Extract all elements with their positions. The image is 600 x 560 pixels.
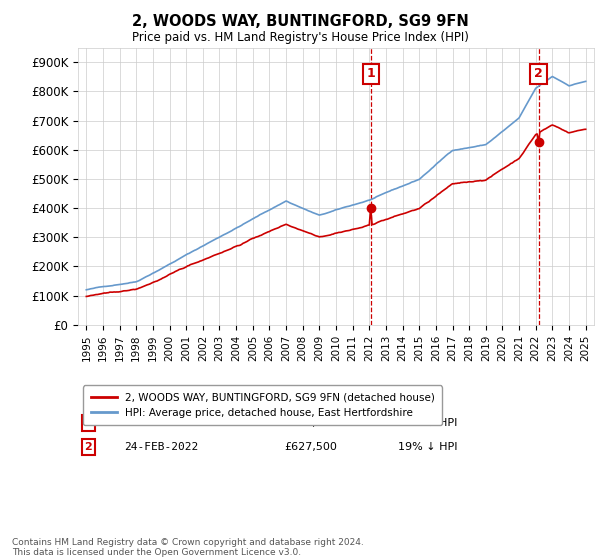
Text: Price paid vs. HM Land Registry's House Price Index (HPI): Price paid vs. HM Land Registry's House … xyxy=(131,31,469,44)
Text: 1: 1 xyxy=(85,418,92,428)
Text: 01-FEB-2012: 01-FEB-2012 xyxy=(124,418,199,428)
Text: 24-FEB-2022: 24-FEB-2022 xyxy=(124,442,199,452)
Text: 1: 1 xyxy=(367,67,375,81)
Text: £400,000: £400,000 xyxy=(284,418,337,428)
Text: £627,500: £627,500 xyxy=(284,442,337,452)
Text: 19% ↓ HPI: 19% ↓ HPI xyxy=(398,442,457,452)
Text: Contains HM Land Registry data © Crown copyright and database right 2024.
This d: Contains HM Land Registry data © Crown c… xyxy=(12,538,364,557)
Text: 2, WOODS WAY, BUNTINGFORD, SG9 9FN: 2, WOODS WAY, BUNTINGFORD, SG9 9FN xyxy=(131,14,469,29)
Text: 15% ↓ HPI: 15% ↓ HPI xyxy=(398,418,457,428)
Legend: 2, WOODS WAY, BUNTINGFORD, SG9 9FN (detached house), HPI: Average price, detache: 2, WOODS WAY, BUNTINGFORD, SG9 9FN (deta… xyxy=(83,385,442,425)
Text: 2: 2 xyxy=(534,67,543,81)
Text: 2: 2 xyxy=(85,442,92,452)
